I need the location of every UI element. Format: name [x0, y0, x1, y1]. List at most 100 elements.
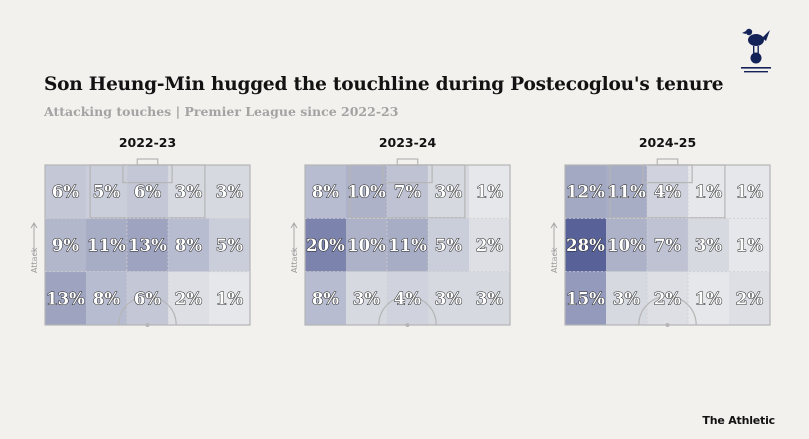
cell-label: 3% [476, 289, 503, 308]
cell-label: 9% [52, 236, 79, 255]
cell-label: 1% [695, 289, 722, 308]
heatmap-cell [428, 165, 469, 219]
tottenham-cockerel-crest-icon [741, 28, 771, 73]
heatmap-cell [127, 218, 168, 272]
attack-label: Attack [290, 247, 299, 273]
heatmap-cell [209, 218, 250, 272]
cell-label: 4% [654, 183, 681, 202]
cell-label: 3% [613, 289, 640, 308]
heatmap-cell [305, 218, 346, 272]
heatmap-cell [45, 165, 86, 219]
centre-spot [145, 323, 150, 327]
cell-label: 2% [476, 236, 503, 255]
cell-label: 1% [736, 236, 763, 255]
goal [656, 158, 679, 166]
heatmap-cell [688, 165, 729, 219]
heatmap-cell [647, 271, 688, 325]
cell-label: 10% [347, 183, 386, 202]
centre-circle [638, 295, 697, 326]
cell-label: 7% [394, 183, 421, 202]
chart-subtitle: Attacking touches | Premier League since… [44, 104, 399, 119]
cell-label: 1% [476, 183, 503, 202]
heatmap-cell [86, 218, 127, 272]
cell-label: 13% [46, 289, 85, 308]
heatmap-cell [45, 218, 86, 272]
heatmap-cell [387, 271, 428, 325]
heatmap-cell [127, 165, 168, 219]
heatmap-cell [428, 218, 469, 272]
cell-label: 2% [654, 289, 681, 308]
attack-arrow-head [30, 222, 38, 229]
heatmap-cell [305, 165, 346, 219]
cell-label: 13% [128, 236, 167, 255]
centre-circle [378, 295, 437, 326]
cell-label: 3% [175, 183, 202, 202]
goal [396, 158, 419, 166]
cell-label: 11% [607, 183, 646, 202]
cell-label: 12% [566, 183, 605, 202]
cell-label: 8% [93, 289, 120, 308]
heatmap-cell [305, 271, 346, 325]
cell-label: 10% [347, 236, 386, 255]
chart-title: Son Heung-Min hugged the touchline durin… [44, 74, 724, 95]
heatmap-cell [209, 165, 250, 219]
cell-label: 2% [736, 289, 763, 308]
cell-label: 11% [388, 236, 427, 255]
heatmap-cell [127, 271, 168, 325]
panel-title: 2023-24 [379, 135, 437, 150]
cell-label: 3% [216, 183, 243, 202]
cell-label: 8% [175, 236, 202, 255]
cell-label: 1% [736, 183, 763, 202]
cell-label: 10% [607, 236, 646, 255]
heatmap-cell [688, 218, 729, 272]
heatmap-cell [606, 218, 647, 272]
cell-label: 20% [306, 236, 345, 255]
cell-label: 5% [216, 236, 243, 255]
heatmap-cell [565, 271, 606, 325]
cell-label: 11% [87, 236, 126, 255]
centre-spot [405, 323, 410, 327]
panel-title: 2024-25 [639, 135, 696, 150]
cell-label: 1% [695, 183, 722, 202]
attack-arrow-head [550, 222, 558, 229]
attack-arrow-head [290, 222, 298, 229]
cell-label: 28% [566, 236, 605, 255]
cell-label: 8% [312, 183, 339, 202]
cell-label: 3% [435, 183, 462, 202]
heatmap-cell [729, 218, 770, 272]
cell-label: 6% [134, 183, 161, 202]
attack-label: Attack [30, 247, 39, 273]
cell-label: 4% [394, 289, 421, 308]
heatmap-cell [469, 218, 510, 272]
cell-label: 5% [435, 236, 462, 255]
credit-logo: The Athletic [702, 414, 775, 427]
cell-label: 2% [175, 289, 202, 308]
heatmap-cell [387, 165, 428, 219]
attack-label: Attack [550, 247, 559, 273]
heatmap-cell [729, 271, 770, 325]
heatmap-cell [606, 165, 647, 219]
heatmap-cell [729, 165, 770, 219]
heatmap-cell [647, 165, 688, 219]
heatmap-cell [168, 165, 209, 219]
heatmap-cell [647, 218, 688, 272]
heatmap-cell [469, 271, 510, 325]
cell-label: 1% [216, 289, 243, 308]
heatmap-cell [387, 218, 428, 272]
cell-label: 7% [654, 236, 681, 255]
cell-label: 6% [52, 183, 79, 202]
heatmap-cell [565, 218, 606, 272]
heatmap-cell [86, 165, 127, 219]
heatmap-cell [346, 218, 387, 272]
panel-title: 2022-23 [119, 135, 176, 150]
heatmap-cell [45, 271, 86, 325]
cell-label: 3% [435, 289, 462, 308]
cell-label: 3% [353, 289, 380, 308]
heatmap-cell [168, 218, 209, 272]
heatmap-panels: 2022-236% 5% 6% 3% 3%9% 11% 13% 8% 5%13% 8% 6% 2% 1%… [30, 135, 771, 327]
cell-label: 6% [134, 289, 161, 308]
heatmap-cell [469, 165, 510, 219]
heatmap-cell [565, 165, 606, 219]
cell-label: 8% [312, 289, 339, 308]
centre-spot [665, 323, 670, 327]
